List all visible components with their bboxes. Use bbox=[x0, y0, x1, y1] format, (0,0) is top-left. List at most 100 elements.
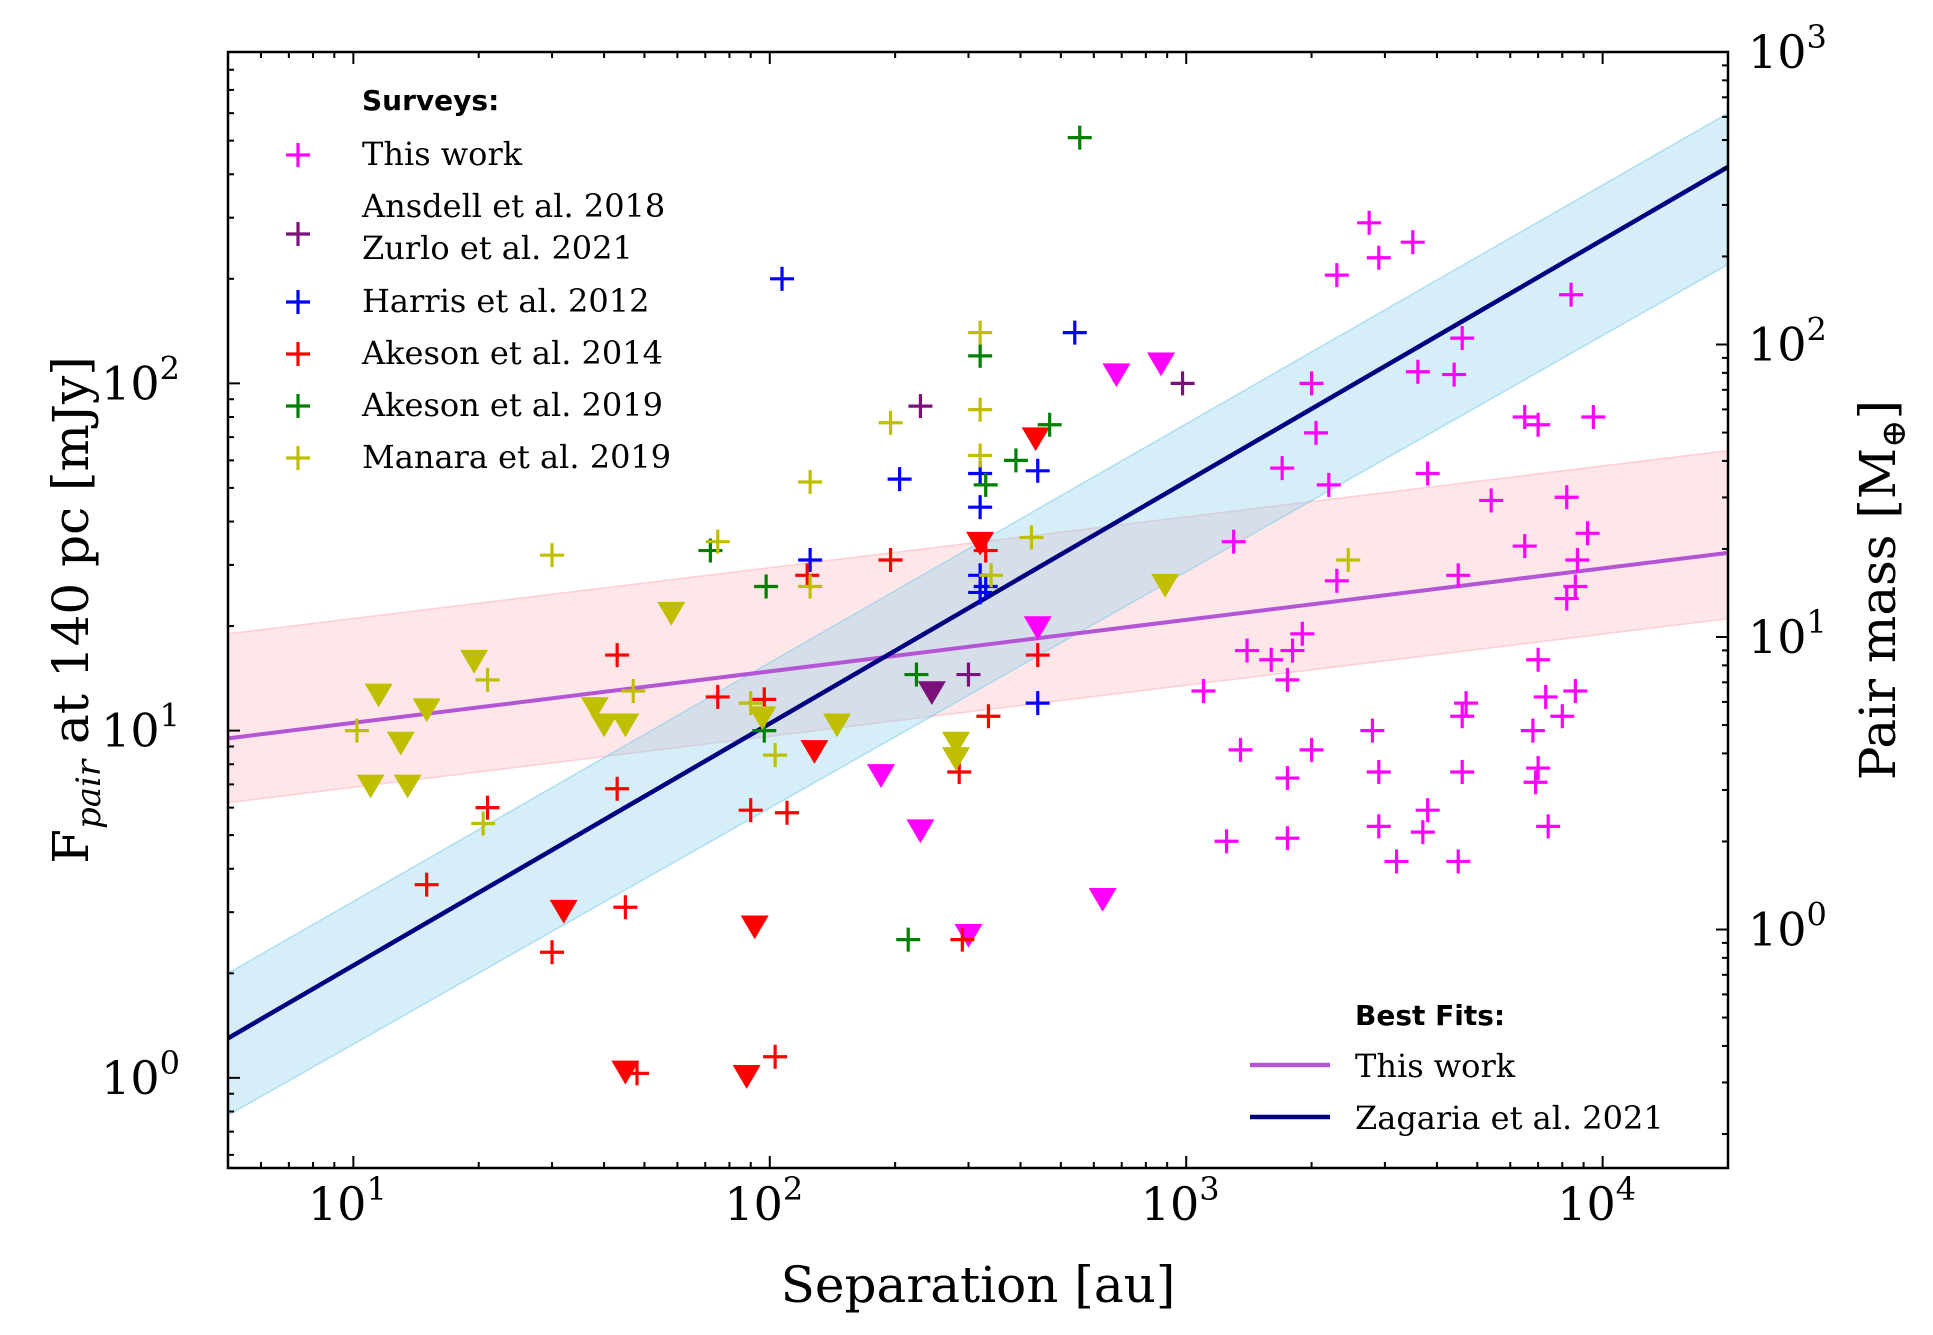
detection-marker bbox=[1025, 691, 1050, 716]
fit-line-0 bbox=[227, 550, 1729, 741]
detection-marker bbox=[475, 667, 500, 692]
detection-marker bbox=[540, 543, 565, 568]
right-y-tick-label-base: 10 bbox=[1748, 903, 1807, 957]
series-5 bbox=[344, 320, 1361, 836]
upper-limit-marker bbox=[549, 899, 578, 924]
legend-survey-marker bbox=[286, 143, 310, 167]
detection-marker bbox=[1559, 282, 1584, 307]
upper-limit-marker bbox=[740, 915, 769, 940]
detection-marker bbox=[775, 800, 800, 825]
detection-marker bbox=[605, 776, 630, 801]
detection-marker bbox=[950, 927, 975, 952]
detection-marker bbox=[1316, 472, 1341, 497]
upper-limit-marker bbox=[460, 649, 489, 674]
detection-marker bbox=[738, 691, 763, 716]
detection-marker bbox=[1581, 405, 1606, 430]
detection-marker bbox=[770, 266, 795, 291]
detection-marker bbox=[754, 574, 779, 599]
detection-marker bbox=[1554, 586, 1579, 611]
fit-line-1 bbox=[226, 164, 1730, 1041]
legend-survey-label: Ansdell et al. 2018 bbox=[361, 187, 665, 225]
detection-marker bbox=[795, 563, 820, 588]
upper-limit-marker bbox=[611, 713, 640, 738]
detection-marker bbox=[705, 684, 730, 709]
detection-marker bbox=[1446, 563, 1471, 588]
y-tick-label-exp: 2 bbox=[160, 349, 180, 387]
x-tick-label-exp: 1 bbox=[366, 1170, 386, 1208]
y-axis-label-main: F bbox=[42, 829, 100, 864]
upper-limit-marker bbox=[906, 819, 935, 844]
detection-marker bbox=[763, 1044, 788, 1069]
detection-marker bbox=[1170, 371, 1195, 396]
upper-limit-marker bbox=[1147, 352, 1176, 377]
legend-fits: Best Fits: This work Zagaria et al. 2021 bbox=[1250, 999, 1664, 1137]
y-tick-label-base: 10 bbox=[101, 704, 160, 758]
right-y-tick-label-exp: 2 bbox=[1807, 311, 1827, 349]
upper-limit-marker bbox=[917, 681, 946, 706]
detection-marker bbox=[1228, 737, 1253, 762]
y-tick-label-base: 10 bbox=[101, 356, 160, 410]
upper-limit-marker bbox=[954, 923, 983, 948]
detection-marker bbox=[1019, 525, 1044, 550]
detection-marker bbox=[1575, 521, 1600, 546]
detection-marker bbox=[1454, 691, 1479, 716]
upper-limit-marker bbox=[822, 713, 851, 738]
detection-marker bbox=[908, 394, 933, 419]
upper-limit-marker bbox=[657, 601, 686, 626]
detection-marker bbox=[763, 743, 788, 768]
legend-surveys: Surveys: This work Ansdell et al. 2018 Zur… bbox=[286, 84, 671, 476]
detection-marker bbox=[1479, 488, 1504, 513]
x-tick-label-base: 10 bbox=[308, 1177, 367, 1231]
upper-limit-marker bbox=[580, 697, 609, 721]
legend-survey-label: This work bbox=[362, 135, 523, 173]
y-tick-label: 100 bbox=[101, 1044, 180, 1105]
right-y-axis-label-end: ] bbox=[1849, 400, 1907, 420]
right-y-axis-label-main: Pair mass [M bbox=[1849, 448, 1907, 780]
x-tick-label-exp: 3 bbox=[1199, 1170, 1219, 1208]
detection-marker bbox=[1366, 759, 1391, 784]
legend-fit-label: This work bbox=[1355, 1047, 1516, 1085]
right-y-tick-label: 102 bbox=[1748, 311, 1827, 372]
detection-marker bbox=[1405, 359, 1430, 384]
detection-marker bbox=[1366, 814, 1391, 839]
detection-marker bbox=[1526, 412, 1551, 437]
detection-marker bbox=[798, 574, 823, 599]
detection-marker bbox=[878, 410, 903, 435]
x-tick-label-exp: 2 bbox=[783, 1170, 803, 1208]
upper-limit-marker bbox=[867, 764, 896, 788]
detection-marker bbox=[1037, 412, 1062, 437]
legend-survey-label-2: Zurlo et al. 2021 bbox=[362, 229, 633, 267]
detection-marker bbox=[1067, 125, 1092, 150]
y-tick-label-exp: 0 bbox=[160, 1044, 180, 1082]
detection-marker bbox=[1415, 798, 1440, 823]
upper-limit-marker bbox=[941, 747, 970, 771]
detection-marker bbox=[1550, 704, 1575, 729]
data-points bbox=[344, 125, 1606, 1089]
legend-survey-marker bbox=[286, 222, 310, 246]
detection-marker bbox=[613, 895, 638, 920]
upper-limit-marker bbox=[732, 1065, 761, 1089]
upper-limit-marker bbox=[412, 698, 441, 723]
detection-marker bbox=[1025, 458, 1050, 483]
detection-marker bbox=[605, 643, 630, 668]
detection-marker bbox=[1410, 820, 1435, 845]
detection-marker bbox=[956, 662, 981, 687]
detection-marker bbox=[887, 467, 912, 492]
detection-marker bbox=[1512, 405, 1537, 430]
detection-marker bbox=[878, 547, 903, 572]
detection-marker bbox=[976, 704, 1001, 729]
right-y-tick-label-base: 10 bbox=[1748, 318, 1807, 372]
y-axis-label: Fpair at 140 pc [mJy] bbox=[42, 356, 109, 864]
detection-marker bbox=[1299, 737, 1324, 762]
detection-marker bbox=[1520, 718, 1545, 743]
detection-marker bbox=[1324, 263, 1349, 288]
detection-marker bbox=[968, 495, 993, 520]
detection-marker bbox=[1366, 245, 1391, 270]
detection-marker bbox=[705, 529, 730, 554]
legend-survey-label: Manara et al. 2019 bbox=[362, 438, 671, 476]
plot-frame bbox=[226, 50, 1730, 1170]
right-y-tick-label: 103 bbox=[1748, 18, 1827, 79]
upper-limit-marker bbox=[393, 774, 422, 799]
detection-marker bbox=[973, 538, 998, 563]
